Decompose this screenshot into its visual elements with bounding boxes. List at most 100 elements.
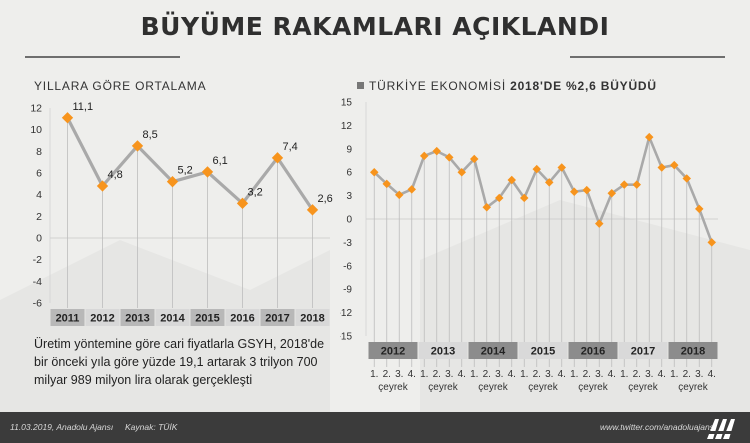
data-point [707, 238, 716, 247]
footer-source: Kaynak: TÜİK [125, 422, 178, 432]
x-tick-label: 2016 [230, 313, 254, 325]
quarter-label: 4. [458, 369, 466, 380]
data-point [645, 132, 654, 142]
quarter-label: 4. [708, 369, 716, 380]
annual-average-chart: 12 10 8 6 4 2 0 -2 -4 -6 2011 2012 2013 2014 2015 2016 2… [30, 101, 333, 326]
year-band [50, 309, 85, 326]
data-label: 11,1 [73, 101, 94, 113]
right-chart-subtitle: TÜRKİYE EKONOMİSİ 2018'DE %2,6 BÜYÜDÜ [357, 79, 657, 93]
data-point [407, 185, 416, 194]
subtitle-bullet [357, 82, 364, 89]
y-tick-label: 12 [30, 103, 42, 115]
y-tick-label: -6 [343, 261, 352, 272]
year-band [418, 342, 468, 359]
y-tick-label: 8 [36, 146, 42, 158]
year-band [225, 309, 260, 326]
y-tick-label: 6 [346, 168, 352, 179]
data-point [420, 151, 429, 161]
page-title: BÜYÜME RAKAMLARI AÇIKLANDI [140, 12, 610, 41]
data-point [236, 197, 249, 209]
y-tick-label: 12 [341, 121, 353, 132]
quarter-label: 4. [658, 369, 666, 380]
quarter-label: 1. [620, 369, 628, 380]
year-band [468, 342, 518, 359]
data-point [470, 154, 479, 164]
data-point [306, 204, 319, 216]
data-label: 6,1 [213, 155, 228, 167]
quarter-label: 1. [370, 369, 378, 380]
quarter-label: 3. [445, 369, 453, 380]
data-point [657, 163, 666, 172]
x-tick-label: 2015 [195, 313, 219, 325]
quarter-label: 1. [570, 369, 578, 380]
y-tick-label: -15 [340, 332, 352, 343]
quarter-word-label: çeyrek [478, 382, 508, 393]
series-line [66, 117, 314, 211]
quarter-label: 3. [395, 369, 403, 380]
data-point [370, 167, 379, 177]
year-label: 2013 [431, 346, 455, 358]
right-chart-subtitle-prefix: TÜRKİYE EKONOMİSİ [369, 79, 506, 93]
quarter-word-label: çeyrek [628, 382, 658, 393]
x-tick-label: 2013 [125, 313, 149, 325]
quarter-label: 1. [670, 369, 678, 380]
quarter-label: 2. [383, 369, 391, 380]
data-label: 8,5 [143, 129, 158, 141]
quarter-label: 3. [645, 369, 653, 380]
year-label: 2016 [581, 346, 605, 358]
data-point [445, 153, 454, 162]
y-tick-label: 0 [36, 233, 42, 245]
data-point [201, 166, 214, 178]
data-point [482, 203, 491, 212]
x-tick-label: 2014 [160, 313, 185, 325]
data-point [595, 219, 604, 228]
quarter-label: 4. [608, 369, 616, 380]
quarter-word-label: çeyrek [528, 382, 558, 393]
footer-twitter-link[interactable]: www.twitter.com/anadoluajansi [600, 422, 716, 432]
data-point [695, 204, 704, 214]
quarter-label: 2. [433, 369, 441, 380]
quarter-label: 1. [470, 369, 478, 380]
y-tick-label: 2 [36, 211, 42, 223]
data-label: 4,8 [108, 169, 123, 181]
agency-logo-icon [707, 419, 735, 439]
data-point [166, 176, 179, 188]
y-tick-label: 15 [341, 98, 353, 109]
quarter-label: 4. [508, 369, 516, 380]
year-label: 2014 [481, 346, 506, 358]
y-tick-label: -12 [340, 308, 352, 319]
data-point [457, 167, 466, 177]
year-band [85, 309, 120, 326]
quarter-label: 3. [595, 369, 603, 380]
quarter-label: 2. [533, 369, 541, 380]
quarter-word-label: çeyrek [378, 382, 408, 393]
year-band [190, 309, 225, 326]
year-band [260, 309, 295, 326]
y-tick-label: -9 [343, 285, 352, 296]
series-line [373, 135, 713, 243]
year-band [155, 309, 190, 326]
year-band [120, 309, 155, 326]
y-tick-label: 9 [346, 144, 352, 155]
y-tick-label: 10 [30, 124, 42, 136]
x-tick-label: 2011 [56, 313, 80, 325]
quarter-word-label: çeyrek [428, 382, 458, 393]
right-chart-subtitle-highlight: 2018'DE %2,6 BÜYÜDÜ [510, 79, 657, 93]
y-tick-label: -6 [33, 298, 42, 310]
year-band [568, 342, 618, 359]
year-band [368, 342, 418, 359]
quarter-label: 2. [583, 369, 591, 380]
footer-bar: 11.03.2019, Anadolu Ajansı Kaynak: TÜİK … [0, 412, 750, 443]
quarter-label: 2. [683, 369, 691, 380]
y-tick-label: -4 [33, 276, 42, 288]
data-point [382, 179, 391, 189]
quarter-word-label: çeyrek [578, 382, 608, 393]
quarterly-growth-chart: 15129630-3-6-9-12-1520121.2.3.4.çeyrek20… [340, 98, 718, 393]
quarter-label: 1. [420, 369, 428, 380]
x-tick-label: 2017 [265, 313, 289, 325]
y-tick-label: -3 [343, 238, 352, 249]
year-label: 2017 [631, 346, 655, 358]
y-tick-label: 4 [36, 189, 42, 201]
quarter-label: 4. [558, 369, 566, 380]
quarter-word-label: çeyrek [678, 382, 708, 393]
